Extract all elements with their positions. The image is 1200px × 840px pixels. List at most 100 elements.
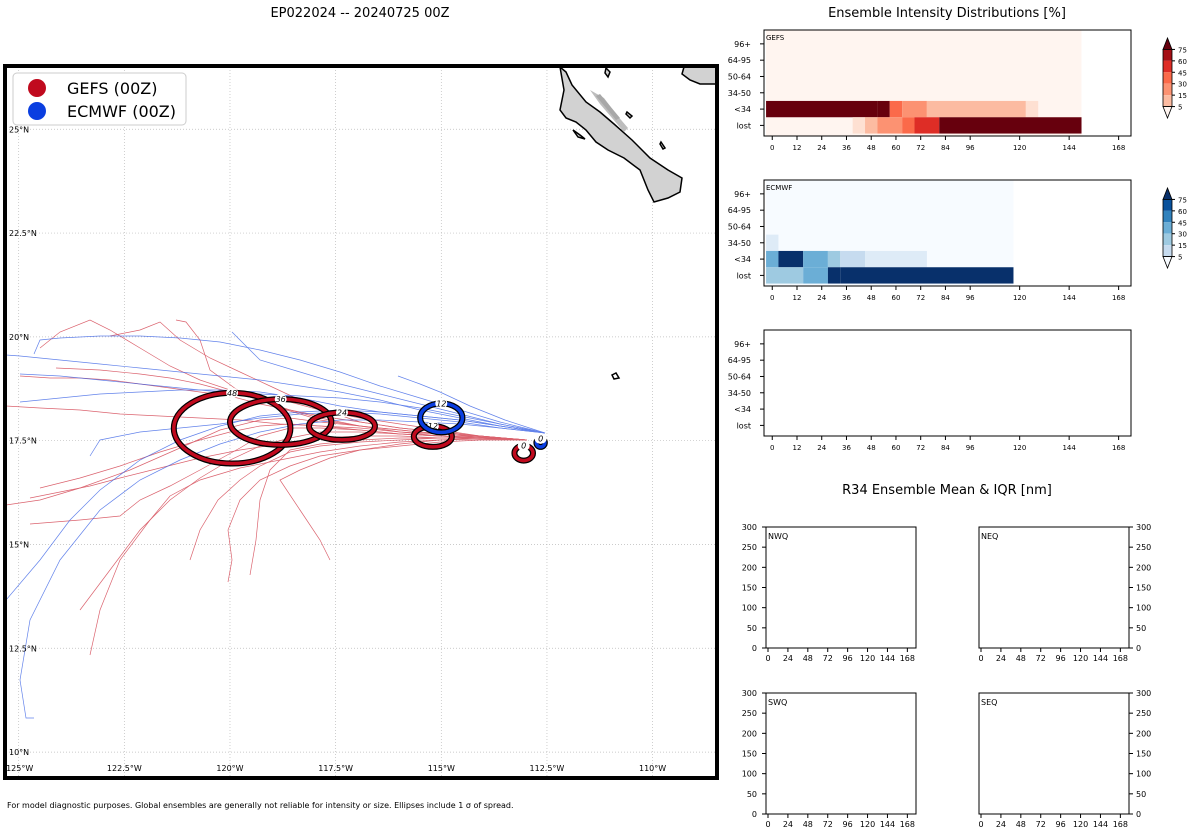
row-label: lost [737, 121, 751, 130]
legend-box [12, 72, 187, 126]
intensity-panel: 96+ 64-95 50-64 34-50 <34 lost 0 12 24 36 48 60 72 84… [728, 329, 1132, 452]
intensity-cell [827, 267, 841, 284]
intensity-panel: ECMWF 96+ 64-95 50-64 34-50 <34 lost 0 12 24 36 48 6… [728, 179, 1132, 302]
gefs-ellipse-label-bg [226, 387, 239, 398]
x-tick-label: 168 [1113, 820, 1128, 829]
intensity-cell [778, 250, 804, 268]
intensity-colorbars: 5 15 30 45 60 75 5 15 30 45 60 75 [1162, 36, 1187, 270]
colorbar-tick-label: 15 [1178, 242, 1187, 250]
intensity-cell [852, 117, 866, 134]
colorbar-extend-min [1162, 256, 1173, 270]
intensity-cell [766, 250, 779, 268]
r34-frame [765, 692, 917, 815]
lon-tick-label: 125°W [6, 764, 33, 773]
intensity-cell [803, 250, 828, 268]
y-tick-label: 150 [1136, 750, 1151, 759]
r34-quadrant-label: NEQ [981, 532, 998, 541]
lon-tick-label: 122.5°W [107, 764, 142, 773]
intensity-cell [926, 100, 1026, 118]
ecmwf-track [397, 375, 546, 434]
colorbar-frame [1162, 199, 1173, 257]
intensity-cell [803, 267, 828, 284]
x-tick-label: 36 [842, 294, 851, 302]
row-label: <34 [734, 255, 751, 264]
x-tick-label: 48 [1016, 820, 1026, 829]
y-tick-label: 200 [1136, 563, 1151, 572]
y-tick-label: 0 [1136, 810, 1141, 819]
y-tick-label: 150 [1136, 584, 1151, 593]
colorbar-tick-label: 60 [1178, 208, 1187, 216]
legend-label-ecmwf: ECMWF (00Z) [67, 102, 176, 121]
row-label: 64-95 [728, 356, 751, 365]
x-tick-label: 12 [793, 144, 802, 152]
x-tick-label: 72 [823, 820, 833, 829]
row-label: 50-64 [728, 72, 751, 81]
gefs-track [249, 437, 528, 576]
x-tick-label: 144 [880, 654, 895, 663]
x-tick-label: 24 [783, 654, 793, 663]
row-label: 96+ [734, 40, 751, 49]
x-tick-label: 72 [916, 444, 925, 452]
map-axis-labels: 125°W 122.5°W 120°W 117.5°W 115°W 112.5°W 110°… [6, 125, 666, 773]
legend-swatch-gefs [28, 79, 46, 97]
colorbar-tick-label: 75 [1178, 46, 1187, 54]
lon-tick-label: 117.5°W [318, 764, 353, 773]
colorbar-tick-label: 45 [1178, 219, 1187, 227]
intensity-cell [902, 100, 927, 118]
ecmwf-ellipse-label: 0 [538, 435, 543, 444]
gefs-ellipse-label: 24 [337, 408, 347, 417]
lat-tick-label: 15°N [9, 540, 29, 549]
ecmwf-ellipse-label: 12 [436, 399, 446, 408]
gefs-ellipse-label: 48 [227, 389, 237, 398]
colorbar-tick-label: 5 [1178, 254, 1182, 262]
lat-tick-label: 22.5°N [9, 229, 37, 238]
row-label: 34-50 [728, 89, 751, 98]
colorbar-extend-min [1162, 106, 1173, 120]
lat-tick-label: 17.5°N [9, 437, 37, 446]
intensity-cell [1025, 100, 1039, 118]
intensity-cell [766, 234, 779, 251]
x-tick-label: 48 [867, 294, 876, 302]
x-tick-label: 84 [941, 144, 950, 152]
row-label: 50-64 [728, 372, 751, 381]
x-tick-label: 96 [1056, 654, 1066, 663]
row-label: <34 [734, 405, 751, 414]
lat-tick-label: 12.5°N [9, 644, 37, 653]
gefs-track [79, 431, 528, 611]
gefs-ellipse-label: 12 [428, 422, 438, 431]
coast-contour-inner [596, 94, 620, 120]
r34-panel: NWQ 0 50 100 150 200 250 300 0 24 48 72 96 120 144 168 [742, 523, 917, 663]
x-tick-label: 12 [793, 294, 802, 302]
r34-title: R34 Ensemble Mean & IQR [nm] [842, 483, 1052, 498]
x-tick-label: 96 [843, 820, 853, 829]
x-tick-label: 144 [1062, 144, 1076, 152]
colorbar-segment [1163, 210, 1172, 223]
colorbar-tick-label: 45 [1178, 69, 1187, 77]
row-label: 64-95 [728, 56, 751, 65]
x-tick-label: 84 [941, 444, 950, 452]
y-tick-label: 50 [1136, 790, 1146, 799]
spread-ellipses: 48 36 24 12 0 0 12 [170, 387, 548, 467]
x-tick-label: 48 [867, 444, 876, 452]
legend-label-gefs: GEFS (00Z) [67, 79, 157, 98]
gefs-ellipse-label-bg [274, 394, 287, 405]
x-tick-label: 168 [1112, 294, 1125, 302]
intensity-cell [877, 117, 903, 134]
x-tick-label: 48 [803, 654, 813, 663]
x-tick-label: 24 [817, 144, 826, 152]
intensity-cell [865, 117, 878, 134]
x-tick-label: 72 [916, 144, 925, 152]
x-tick-label: 144 [1062, 294, 1076, 302]
gefs-track [29, 427, 528, 525]
intensity-cell [865, 250, 927, 268]
colorbar-segment [1163, 72, 1172, 84]
r34-frame [765, 526, 917, 649]
intensity-cell [889, 100, 903, 118]
x-tick-label: 72 [1036, 820, 1046, 829]
x-tick-label: 0 [978, 654, 983, 663]
colorbar-blues: 5 15 30 45 60 75 [1162, 186, 1187, 270]
r34-quadrant-label: SWQ [768, 698, 787, 707]
y-tick-label: 200 [742, 563, 757, 572]
x-tick-label: 0 [765, 654, 770, 663]
